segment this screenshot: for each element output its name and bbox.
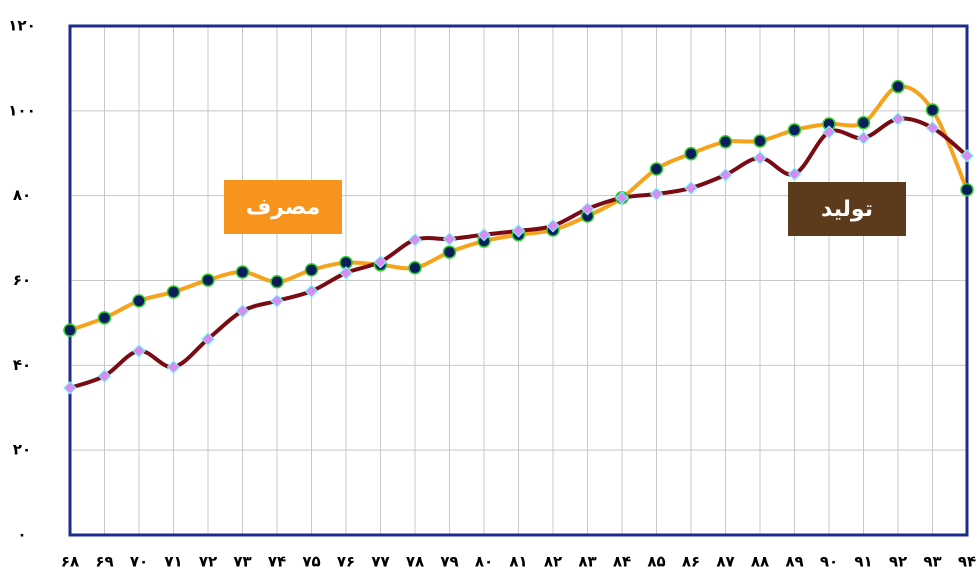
marker <box>822 125 836 139</box>
marker <box>891 79 905 94</box>
marker <box>856 115 871 130</box>
x-tick-label: ۸۸ <box>751 553 769 571</box>
marker <box>63 381 77 395</box>
y-tick-label: ۸۰ <box>13 186 31 204</box>
marker <box>132 344 146 358</box>
x-tick-label: ۹۰ <box>820 553 838 571</box>
marker <box>235 304 250 318</box>
x-tick-label: ۷۸ <box>406 553 424 571</box>
marker <box>442 232 457 246</box>
x-tick-label: ۹۱ <box>854 553 872 571</box>
marker <box>684 146 698 161</box>
marker <box>63 323 77 337</box>
marker <box>580 202 595 216</box>
y-tick-label: ۶۰ <box>13 271 31 289</box>
y-tick-label: ۱۲۰ <box>8 17 35 35</box>
y-tick-label: ۰ <box>17 526 26 544</box>
x-tick-label: ۸۰ <box>475 553 493 571</box>
x-tick-label: ۸۴ <box>613 553 631 571</box>
marker <box>408 233 422 247</box>
marker <box>925 121 940 135</box>
x-tick-label: ۶۹ <box>95 553 113 571</box>
marker <box>856 131 871 145</box>
legend-box <box>224 180 342 234</box>
marker <box>166 360 181 374</box>
marker <box>649 187 664 201</box>
x-tick-label: ۸۷ <box>716 553 734 571</box>
marker <box>753 134 767 148</box>
marker <box>166 285 181 299</box>
x-tick-label: ۹۳ <box>923 553 941 571</box>
marker <box>270 275 284 289</box>
marker <box>684 181 698 195</box>
marker <box>718 135 733 149</box>
marker <box>787 123 802 137</box>
x-tick-label: ۸۲ <box>544 553 562 571</box>
legend-label: مصرف <box>246 195 321 220</box>
x-tick-label: ۸۱ <box>509 553 527 571</box>
y-tick-label: ۴۰ <box>13 356 31 374</box>
x-tick-label: ۷۵ <box>302 553 320 571</box>
y-tick-label: ۲۰ <box>13 441 31 459</box>
marker <box>270 294 284 308</box>
x-tick-label: ۸۹ <box>785 553 803 571</box>
marker <box>718 168 733 182</box>
marker <box>304 263 319 277</box>
legend-label: تولید <box>821 197 873 222</box>
marker <box>511 224 526 238</box>
x-tick-label: ۹۴ <box>958 553 976 571</box>
x-tick-label: ۷۳ <box>233 553 251 571</box>
x-tick-label: ۷۰ <box>130 553 148 571</box>
marker <box>649 162 664 176</box>
x-tick-label: ۷۴ <box>268 553 286 571</box>
x-tick-label: ۸۵ <box>647 553 665 571</box>
marker <box>753 151 767 165</box>
marker <box>304 284 319 298</box>
plot-border <box>68 24 969 537</box>
legend-box <box>788 182 906 236</box>
marker <box>442 245 457 259</box>
marker <box>97 311 112 325</box>
marker <box>235 265 250 279</box>
marker <box>615 191 629 205</box>
marker <box>373 255 388 269</box>
marker <box>201 332 215 346</box>
marker <box>787 167 802 181</box>
marker <box>477 227 491 242</box>
x-tick-label: ۷۱ <box>164 553 182 571</box>
marker <box>201 273 215 287</box>
marker <box>960 149 974 163</box>
x-tick-label: ۹۲ <box>889 553 907 571</box>
marker <box>408 261 422 275</box>
x-tick-label: ۷۷ <box>371 553 389 571</box>
marker <box>546 219 560 233</box>
x-tick-label: ۸۳ <box>578 553 596 571</box>
marker <box>891 112 905 126</box>
x-tick-label: ۶۸ <box>61 553 79 571</box>
marker <box>925 103 940 117</box>
x-tick-label: ۸۶ <box>682 553 700 571</box>
marker <box>960 182 974 197</box>
marker <box>97 369 112 383</box>
x-tick-label: ۷۹ <box>440 553 458 571</box>
marker <box>132 294 146 308</box>
y-tick-label: ۱۰۰ <box>8 101 35 119</box>
x-tick-label: ۷۶ <box>337 553 355 571</box>
marker <box>339 266 353 280</box>
x-tick-label: ۷۲ <box>199 553 217 571</box>
